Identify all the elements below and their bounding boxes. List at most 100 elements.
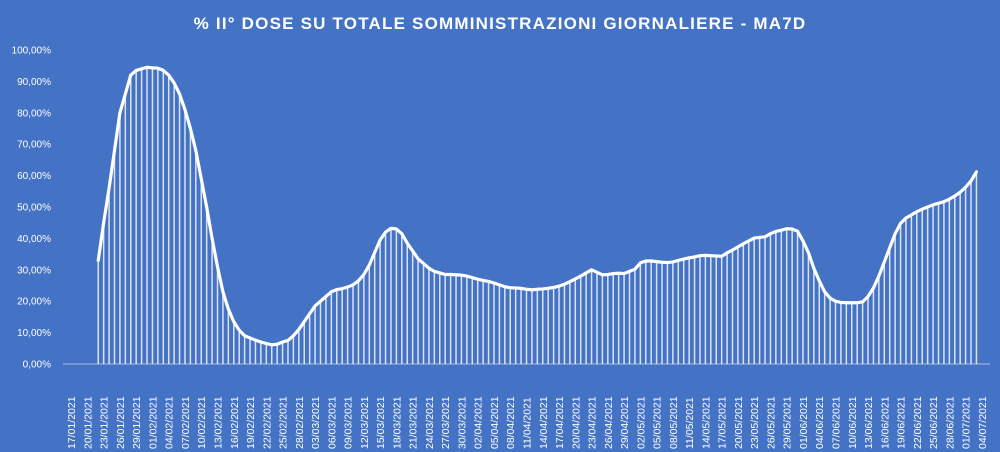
area-bar [265,343,268,364]
area-bar [634,269,636,364]
area-bar [921,209,923,364]
area-bar [379,239,381,364]
x-tick-label: 02/05/2021 [635,396,647,449]
x-tick-label: 14/04/2021 [538,396,550,449]
x-tick-label: 14/05/2021 [700,396,712,449]
x-tick-label: 18/03/2021 [391,396,403,449]
area-bar [102,222,105,364]
area-bar [373,252,376,364]
x-tick-label: 19/02/2021 [245,396,257,449]
x-tick-label: 05/05/2021 [652,396,664,449]
x-tick-label: 10/02/2021 [196,396,208,449]
area-bar [195,150,197,364]
area-bar [487,281,490,364]
area-bar [899,223,902,364]
x-tick-label: 19/06/2021 [896,396,908,449]
area-bar [249,337,251,364]
area-bar [796,231,799,364]
area-bar [97,260,99,364]
area-bar [661,262,663,364]
area-bar [401,233,403,364]
area-bar [780,230,783,364]
area-bar [742,243,745,364]
y-tick-label: 20,00% [17,297,51,308]
area-bar [352,284,354,364]
area-bar [330,291,333,364]
y-tick-label: 100,00% [12,46,52,57]
area-bar [628,271,631,364]
area-bar [525,289,528,364]
x-tick-label: 25/06/2021 [928,396,940,449]
area-bar [650,261,652,364]
area-bar [590,269,593,364]
x-tick-label: 20/04/2021 [570,396,582,449]
area-bar [807,252,810,364]
area-bar [563,284,566,364]
area-bar [856,302,858,364]
area-bar [666,262,669,364]
area-bar [433,271,436,364]
area-bar [677,260,680,364]
area-bar [888,247,891,364]
area-bar [585,272,587,364]
area-bar [883,261,886,364]
area-bar [319,301,322,364]
area-bar [775,231,777,364]
area-bar [699,255,701,364]
x-tick-label: 04/02/2021 [164,396,176,449]
area-bar [623,273,625,364]
x-tick-label: 07/06/2021 [831,396,843,449]
area-bar [975,171,978,364]
x-tick-label: 01/07/2021 [961,396,973,449]
area-bar [851,302,853,364]
area-bar [157,68,159,365]
area-bar [758,237,761,364]
area-bar [222,291,224,364]
area-bar [542,288,544,364]
area-bar [178,93,181,365]
x-tick-label: 30/03/2021 [456,396,468,449]
area-bar [693,256,696,364]
area-bar [964,187,967,364]
area-fill [97,67,978,365]
area-bar [514,288,517,364]
area-bar [482,280,484,364]
area-bar [325,296,327,364]
area-bar [119,112,121,364]
area-bar [346,287,349,364]
area-bar [303,321,305,364]
x-tick-label: 22/02/2021 [261,396,273,449]
area-bar [260,342,262,364]
area-bar [894,233,896,364]
area-bar [748,240,750,364]
area-bar [308,313,311,364]
area-bar [791,228,793,364]
area-bar [270,344,273,364]
area-bar [449,274,452,364]
area-bar [417,258,419,364]
area-bar [233,321,235,364]
area-bar [151,67,154,365]
x-tick-label: 23/04/2021 [587,396,599,449]
x-tick-label: 12/03/2021 [359,396,371,449]
area-bar [834,301,837,364]
series-line [96,65,979,347]
x-tick-label: 23/01/2021 [99,396,111,449]
area-bar [959,192,961,364]
area-bar [704,255,707,364]
y-tick-label: 70,00% [17,140,51,151]
area-bar [872,288,875,364]
x-tick-label: 28/02/2021 [294,396,306,449]
area-bar [336,289,338,364]
area-bar [688,257,690,364]
area-bar [970,180,972,364]
area-bar [612,273,614,364]
area-bar [135,70,137,364]
area-bar [916,211,918,364]
x-tick-label: 04/07/2021 [977,396,989,449]
area-bar [720,256,723,364]
area-bar [574,278,577,364]
area-bar [238,330,240,364]
